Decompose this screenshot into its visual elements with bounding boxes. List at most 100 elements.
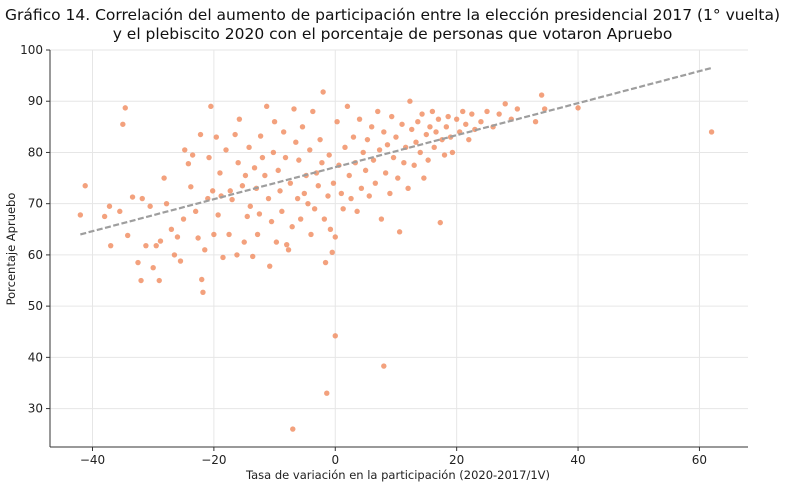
data-point (239, 183, 246, 189)
data-point (407, 98, 413, 104)
data-point (356, 116, 363, 122)
data-point (330, 180, 337, 186)
data-point (227, 188, 233, 194)
data-point (384, 142, 391, 148)
data-point (263, 103, 270, 110)
data-point (305, 200, 311, 207)
data-point (297, 216, 304, 222)
data-point (441, 152, 448, 158)
data-point (285, 247, 292, 253)
data-point (344, 103, 351, 110)
data-point (290, 426, 296, 432)
data-point (421, 175, 427, 181)
data-point (279, 208, 285, 215)
data-point (235, 159, 241, 166)
data-point (189, 152, 196, 158)
x-axis-ticks: −40 −20 0 20 40 60 (80, 447, 707, 467)
data-point (150, 265, 156, 271)
data-point (340, 206, 346, 212)
data-point (378, 216, 385, 222)
data-point (496, 111, 502, 117)
data-point (256, 211, 263, 217)
data-point (251, 165, 258, 171)
data-point (211, 231, 217, 238)
data-point (117, 208, 123, 215)
data-point (163, 200, 170, 207)
data-point (153, 242, 159, 249)
data-point (101, 213, 108, 220)
data-point (120, 121, 126, 127)
chart-title-line-2: y el plebiscito 2020 con el porcentaje d… (112, 25, 673, 43)
data-point (124, 232, 131, 239)
data-point (122, 105, 128, 111)
data-point (294, 195, 301, 202)
data-point (192, 208, 199, 215)
data-point (273, 239, 280, 245)
data-points (77, 89, 715, 432)
data-point (321, 216, 328, 222)
y-tick-label: 30 (28, 402, 43, 416)
y-tick-label: 70 (28, 197, 43, 211)
y-tick-label: 100 (20, 43, 43, 57)
data-point (220, 254, 226, 261)
data-point (307, 147, 313, 153)
data-point (234, 252, 240, 258)
data-point (413, 139, 419, 145)
data-point (311, 206, 318, 212)
data-point (143, 242, 149, 249)
data-point (346, 172, 352, 179)
data-point (453, 116, 460, 122)
data-point (354, 208, 360, 215)
data-point (299, 124, 306, 130)
data-point (358, 185, 365, 192)
data-point (180, 216, 187, 222)
data-point (185, 161, 192, 167)
data-point (395, 175, 401, 181)
data-point (277, 188, 283, 194)
data-point (265, 195, 272, 202)
data-point (213, 134, 220, 140)
grid-lines (50, 49, 748, 447)
data-point (362, 167, 369, 174)
chart-title: Gráfico 14. Correlación del aumento de p… (0, 6, 785, 44)
data-point (329, 249, 335, 256)
data-point (334, 119, 340, 125)
x-tick-label: −40 (80, 453, 105, 467)
data-point (317, 136, 323, 143)
data-point (484, 108, 490, 115)
data-point (502, 101, 508, 107)
data-point (417, 149, 423, 156)
data-point (129, 194, 136, 200)
data-point (280, 129, 287, 135)
data-point (360, 149, 366, 156)
data-point (226, 231, 232, 238)
data-point (396, 229, 403, 235)
data-point (247, 203, 253, 209)
data-point (322, 259, 329, 266)
data-point (437, 219, 443, 226)
data-point (267, 263, 273, 269)
data-point (289, 224, 295, 230)
data-point (348, 195, 354, 202)
data-point (206, 154, 212, 161)
data-point (445, 113, 451, 120)
data-point (301, 190, 308, 197)
data-point (376, 147, 383, 153)
x-tick-label: 20 (449, 453, 464, 467)
data-point (174, 234, 181, 240)
data-point (195, 235, 201, 241)
data-point (197, 131, 204, 138)
data-point (138, 277, 144, 284)
data-point (296, 157, 302, 163)
data-point (401, 159, 407, 166)
data-point (182, 147, 188, 153)
data-point (327, 226, 334, 232)
y-axis-label: Porcentaje Apruebo (4, 193, 18, 306)
data-point (449, 149, 456, 156)
data-point (208, 103, 214, 110)
data-point (259, 154, 266, 161)
data-point (229, 196, 235, 203)
data-point (242, 172, 249, 179)
data-point (168, 226, 175, 232)
data-point (364, 136, 371, 143)
